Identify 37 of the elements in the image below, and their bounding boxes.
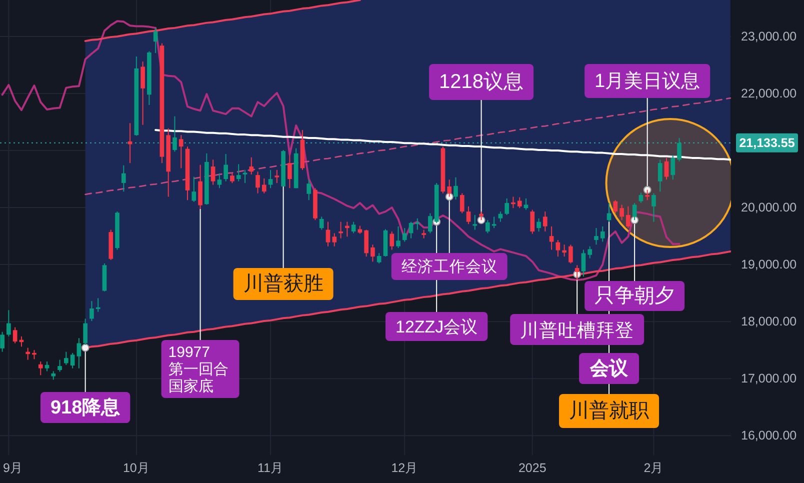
annotation: 只争朝夕 [584, 281, 685, 311]
annotation: 川普就职 [559, 394, 660, 428]
y-tick-label: 20,000.00 [741, 200, 797, 215]
annotation: 12ZZJ会议 [395, 317, 478, 336]
y-tick-label: 16,000.00 [741, 428, 797, 443]
x-tick-label: 10月 [122, 461, 150, 475]
x-tick-label: 12月 [391, 461, 418, 475]
annotation: 川普吐槽拜登 [520, 319, 634, 340]
annotation: 经济工作会议 [391, 253, 508, 280]
annotation: 1月美日议息 [584, 64, 710, 98]
annotation: 川普吐槽拜登 [510, 314, 644, 345]
x-tick-label: 2025 [518, 461, 546, 475]
y-tick-label: 17,000.00 [741, 372, 797, 386]
x-tick-label: 9月 [3, 461, 23, 475]
y-tick-label: 22,000.00 [741, 86, 797, 100]
annotation: 1218议息 [429, 64, 534, 100]
ref-line-label: 21,133.55 [739, 136, 795, 150]
annotation: 川普获胜 [243, 272, 324, 295]
y-tick-label: 23,000.00 [741, 30, 797, 44]
annotation: 会议 [579, 353, 640, 384]
ref-line-label: 21,133.55 [736, 133, 798, 152]
annotation: 会议 [589, 357, 630, 379]
annotation: 第一回合国家底 [168, 360, 228, 394]
annotation: 只争朝夕 [594, 285, 675, 307]
annotation: 12ZZJ会议 [386, 312, 488, 341]
annotation: 川普就职 [569, 399, 650, 422]
annotation: 918降息 [40, 392, 130, 423]
y-tick-label: 18,000.00 [741, 314, 797, 329]
annotation: 918降息 [50, 396, 120, 418]
y-tick-label: 19,000.00 [741, 258, 797, 272]
annotation: 川普获胜 [233, 268, 334, 300]
annotation: 经济工作会议 [401, 257, 498, 275]
x-tick-label: 11月 [258, 461, 284, 475]
annotation: 1218议息 [439, 71, 524, 93]
annotation: 19977 [168, 344, 210, 360]
x-tick-label: 2月 [644, 461, 664, 475]
annotation: 1月美日议息 [594, 70, 700, 92]
